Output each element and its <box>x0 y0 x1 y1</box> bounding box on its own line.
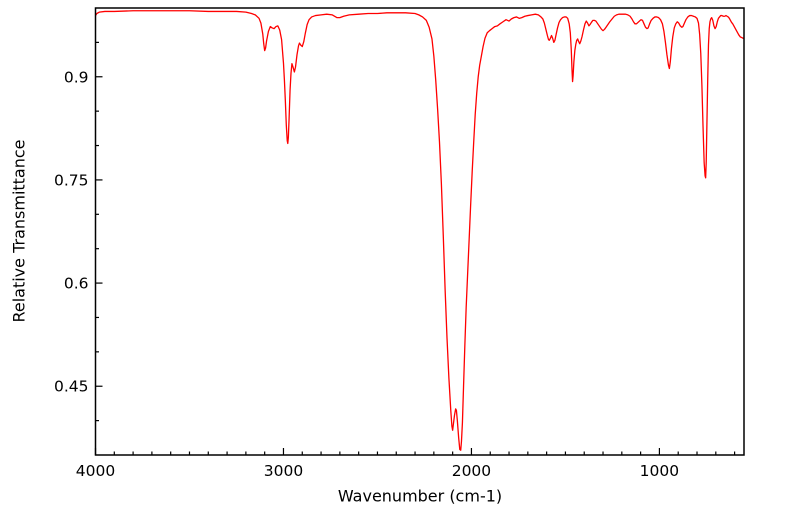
plot-border <box>94 7 745 456</box>
y-tick-label: 0.9 <box>64 68 89 86</box>
axis-ticks <box>94 41 736 455</box>
y-tick-label: 0.45 <box>54 378 89 396</box>
spectrum-curve <box>95 10 744 451</box>
tick-labels: 4000 3000 2000 1000 0.9 0.75 0.6 0.45 <box>54 68 679 480</box>
x-tick-label: 1000 <box>640 462 679 480</box>
x-tick-label: 2000 <box>452 462 491 480</box>
x-axis-title: Wavenumber (cm-1) <box>337 486 503 506</box>
y-axis-title: Relative Transmittance <box>9 139 29 323</box>
x-tick-label: 4000 <box>76 462 115 480</box>
y-tick-label: 0.6 <box>64 275 89 293</box>
x-tick-label: 3000 <box>264 462 303 480</box>
y-tick-label: 0.75 <box>54 171 89 189</box>
